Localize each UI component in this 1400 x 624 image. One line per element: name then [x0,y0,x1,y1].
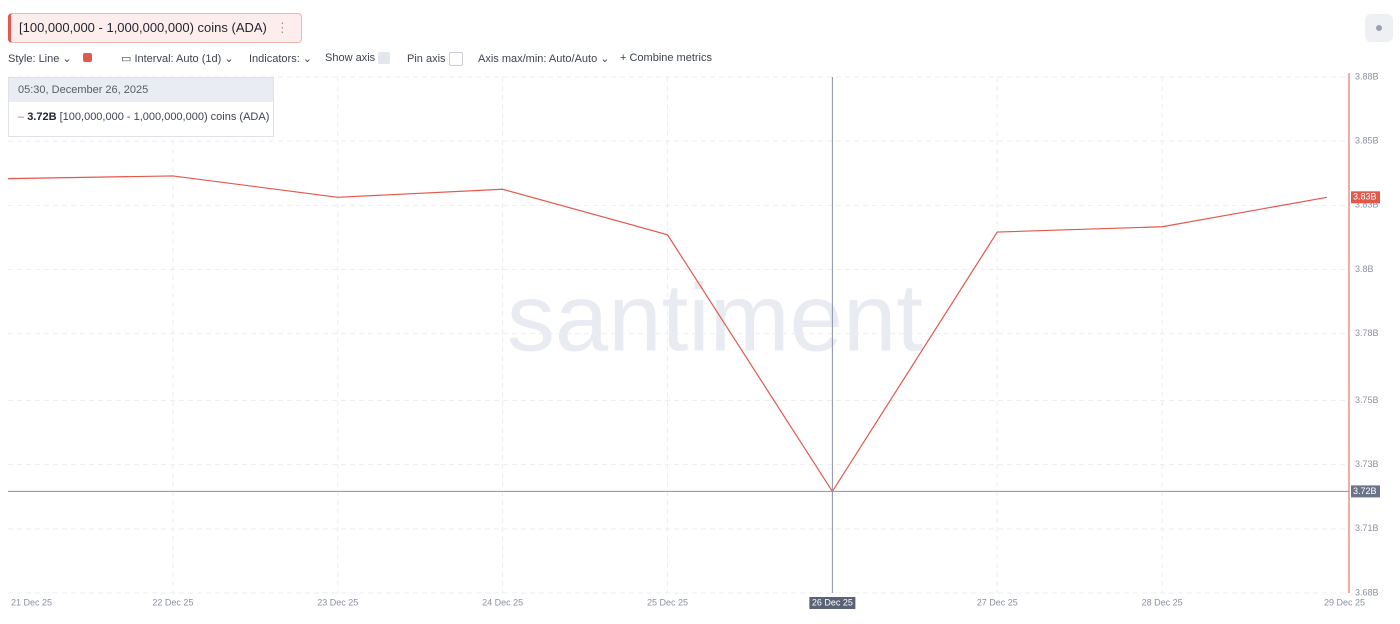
y-tick-label: 3.8B [1355,264,1374,274]
indicators-select[interactable]: Indicators: ⌄ [249,53,313,65]
y-tick-label: 3.68B [1355,587,1379,597]
y-tick-label: 3.88B [1355,71,1379,81]
show-axis-toggle[interactable]: Show axis [325,52,391,65]
y-tick-label: 3.85B [1355,136,1379,146]
toolbar-item: Combine metrics [629,52,713,64]
tooltip-value: 3.72B [27,111,57,123]
x-tick-label: 27 Dec 25 [977,597,1018,607]
settings-button[interactable] [1365,14,1393,42]
toolbar-item: Show axis [325,52,376,64]
interval-select[interactable]: ▭ Interval: Auto (1d) ⌄ [121,53,234,65]
toolbar-item: Axis max/min: Auto/Auto [478,53,598,65]
metric-name: [100,000,000 - 1,000,000,000) coins (ADA… [19,20,267,35]
toolbar-item: Pin axis [407,52,446,65]
tooltip-series: [100,000,000 - 1,000,000,000) coins (ADA… [59,111,270,123]
y-tick-label: 3.83B [1355,200,1379,210]
tooltip-time: 05:30, December 26, 2025 [9,78,273,102]
x-highlight-box [809,597,856,609]
x-tick-label: 21 Dec 25 [11,597,52,607]
axis-value-box [1351,485,1380,498]
y-tick-label: 3.73B [1355,459,1379,469]
style-select[interactable]: Style: Line ⌄ [8,53,72,65]
pin-axis-toggle[interactable]: Pin axis [407,52,463,66]
series-line [7,175,1328,493]
tooltip-row: – 3.72B [100,000,000 - 1,000,000,000) co… [18,111,270,123]
x-tick-label: 28 Dec 25 [1142,597,1183,607]
axis-value-box [1351,191,1380,204]
toolbar-item: Interval: Auto (1d) [134,53,222,65]
axis-value-label: 3.72B [1353,486,1377,496]
combine-metrics[interactable]: + Combine metrics [620,52,713,64]
x-tick-label: 25 Dec 25 [647,597,688,607]
x-tick-label: 23 Dec 25 [317,597,358,607]
tooltip: 05:30, December 26, 2025 – 3.72B [100,00… [8,77,274,137]
toolbar-item: Style: Line [8,53,60,65]
x-tick-label: 24 Dec 25 [482,597,523,607]
axis-value-label: 3.83B [1353,192,1377,202]
watermark: santiment [507,264,923,371]
color-swatch[interactable] [83,53,92,62]
x-tick-label: 26 Dec 25 [812,597,853,607]
metric-pill[interactable]: [100,000,000 - 1,000,000,000) coins (ADA… [8,13,302,43]
menu-dots[interactable]: ⋮ [275,20,289,35]
x-tick-label: 29 Dec 25 [1324,597,1365,607]
y-tick-label: 3.78B [1355,328,1379,338]
x-tick-label: 22 Dec 25 [152,597,193,607]
toolbar-item: Indicators: [249,53,300,65]
axis-minmax-select[interactable]: Axis max/min: Auto/Auto ⌄ [478,53,610,65]
y-tick-label: 3.75B [1355,395,1379,405]
y-tick-label: 3.71B [1355,523,1379,533]
